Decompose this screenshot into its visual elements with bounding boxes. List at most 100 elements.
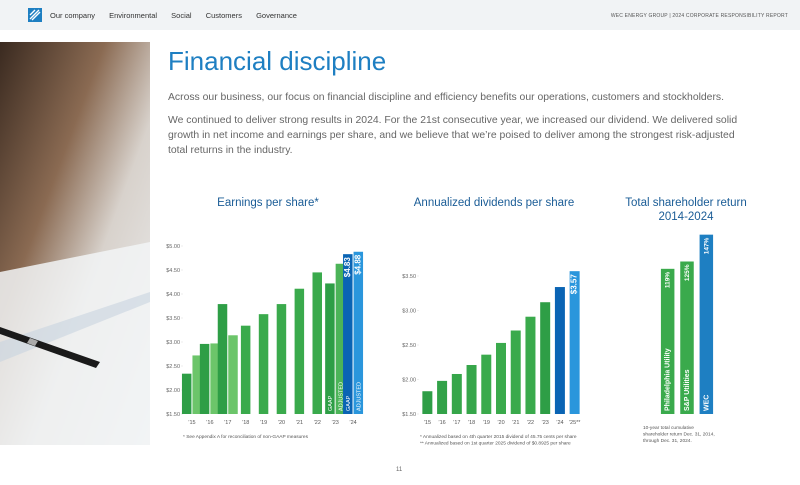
bar <box>422 391 433 414</box>
y-tick-label: $2.50 <box>166 364 180 370</box>
x-tick-label: ’21 <box>512 420 519 426</box>
x-tick-label: ’18 <box>242 420 249 426</box>
bar <box>294 288 305 414</box>
y-tick-label: $2.00 <box>166 388 180 394</box>
x-tick-label: ’16 <box>206 420 213 426</box>
y-tick-label: $3.00 <box>166 340 180 346</box>
page-title: Financial discipline <box>168 46 387 76</box>
value-label: $3.57 <box>570 274 579 295</box>
footnote: shareholder return Dec. 31, 2014, <box>643 432 715 438</box>
x-tick-label: ’15 <box>188 420 195 426</box>
x-tick-label: ’18 <box>468 420 475 426</box>
nav-items: Our company Environmental Social Custome… <box>50 11 309 20</box>
chart-subtitle: 2014-2024 <box>659 211 715 223</box>
bar <box>210 343 220 414</box>
footnote: * Annualized based on 4th quarter 2015 d… <box>420 434 577 440</box>
bar <box>199 343 210 414</box>
paragraph: Across our business, our focus on financ… <box>168 92 725 103</box>
bar <box>451 373 462 414</box>
x-tick-label: ’17 <box>224 420 231 426</box>
bar <box>217 304 228 414</box>
bar <box>258 314 269 414</box>
x-tick-label: ’24 <box>349 420 356 426</box>
x-tick-label: ’17 <box>453 420 460 426</box>
bar <box>481 354 492 414</box>
value-label: $4.88 <box>353 254 362 275</box>
bar-category-label: WEC <box>703 395 710 411</box>
y-tick-label: $3.50 <box>166 316 180 322</box>
y-tick-label: $2.00 <box>402 378 416 384</box>
footnote: 10-year total cumulative <box>643 425 694 431</box>
bar <box>353 251 364 414</box>
y-tick-label: $3.50 <box>402 274 416 280</box>
bar <box>192 355 202 414</box>
value-label: 119% <box>665 272 672 288</box>
y-tick-label: $1.50 <box>166 412 180 418</box>
chart-title: Annualized dividends per share <box>414 197 574 209</box>
chart-title: Earnings per share* <box>217 197 319 209</box>
value-label: 125% <box>684 264 691 281</box>
x-tick-label: ’20 <box>278 420 285 426</box>
x-tick-label: ’23 <box>331 420 338 426</box>
series-label: ADJUSTED <box>356 382 362 411</box>
bar <box>496 342 506 414</box>
y-tick-label: $4.50 <box>166 268 180 274</box>
footnote: * See Appendix A for reconciliation of n… <box>183 434 309 440</box>
bar <box>660 268 675 414</box>
photo <box>0 42 150 445</box>
footnote: through Dec. 31, 2024. <box>643 438 692 444</box>
value-label: $4.83 <box>343 257 352 278</box>
bar <box>569 271 580 414</box>
bar-category-label: S&P Utilities <box>684 369 691 411</box>
bar <box>525 316 536 414</box>
x-tick-label: ’23 <box>542 420 549 426</box>
y-tick-label: $3.00 <box>402 309 416 315</box>
bar <box>240 325 251 414</box>
report-name: WEC ENERGY GROUP | 2024 CORPORATE RESPON… <box>610 13 788 19</box>
bar <box>437 380 448 414</box>
bar-category-label: Philadelphia Utility <box>665 348 672 411</box>
bar <box>181 373 192 414</box>
series-label: ADJUSTED <box>338 382 344 411</box>
y-tick-label: $5.00 <box>166 244 180 250</box>
x-tick-label: ’22 <box>527 420 534 426</box>
nav-item[interactable]: Social <box>171 11 192 20</box>
bar <box>680 261 694 414</box>
logo <box>28 8 42 22</box>
y-tick-label: $4.00 <box>166 292 180 298</box>
page-number: 11 <box>396 467 403 473</box>
footnote: ** Annualized based on 1st quarter 2025 … <box>420 441 571 447</box>
nav-item[interactable]: Environmental <box>109 11 158 20</box>
x-tick-label: ’19 <box>260 420 267 426</box>
paragraph: We continued to deliver strong results i… <box>168 115 738 156</box>
bar <box>312 272 322 414</box>
bar <box>343 254 353 414</box>
nav-item[interactable]: Our company <box>50 11 96 20</box>
bar <box>335 263 346 414</box>
x-tick-label: ’19 <box>483 420 490 426</box>
y-tick-label: $1.50 <box>402 412 416 418</box>
value-label: 147% <box>703 237 710 254</box>
nav-item[interactable]: Governance <box>256 11 297 20</box>
x-tick-label: ’20 <box>497 420 504 426</box>
series-label: GAAP <box>328 395 334 411</box>
x-tick-label: ’25** <box>569 420 581 426</box>
nav-bar: Our company Environmental Social Custome… <box>0 0 800 30</box>
x-tick-label: ’16 <box>438 420 445 426</box>
bar <box>276 304 287 414</box>
x-tick-label: ’24 <box>556 420 563 426</box>
nav-item[interactable]: Customers <box>205 11 242 20</box>
x-tick-label: ’15 <box>424 420 431 426</box>
bar <box>540 302 551 414</box>
series-label: GAAP <box>346 395 352 411</box>
chart-title: Total shareholder return <box>625 197 746 209</box>
bar <box>325 283 335 414</box>
x-tick-label: ’21 <box>296 420 303 426</box>
bar <box>699 234 714 414</box>
y-tick-label: $2.50 <box>402 343 416 349</box>
bar <box>228 335 238 414</box>
bar <box>510 330 521 414</box>
bar <box>554 287 565 414</box>
